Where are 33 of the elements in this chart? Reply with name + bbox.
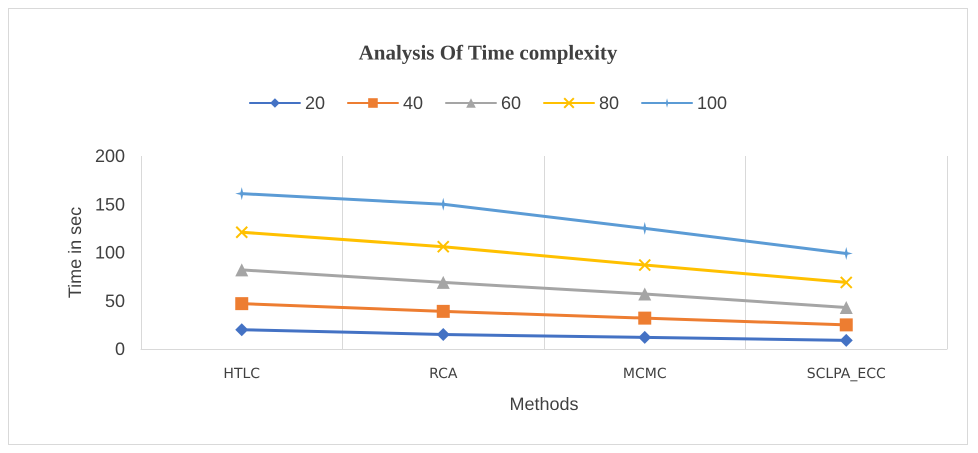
point [235, 226, 248, 239]
point [638, 312, 652, 325]
x-tick-label: MCMC [622, 366, 667, 382]
point [840, 301, 853, 314]
point [638, 330, 652, 344]
x-tick-label: SCLPA_ECC [806, 366, 886, 382]
legend-label: 40 [402, 93, 423, 113]
point [840, 334, 853, 347]
point [436, 240, 450, 254]
point [436, 304, 450, 318]
point [235, 297, 248, 310]
point [840, 318, 853, 332]
y-axis-title: Time in sec [65, 206, 86, 298]
point [840, 276, 853, 289]
point [638, 258, 652, 272]
point [436, 276, 450, 289]
x-tick-label: RCA [429, 366, 458, 382]
point [436, 328, 450, 342]
y-tick-label: 150 [94, 194, 125, 214]
x-axis-title: Methods [509, 394, 579, 414]
point [638, 287, 652, 300]
legend-label: 100 [697, 93, 728, 113]
point [235, 263, 248, 276]
legend-label: 20 [304, 93, 325, 113]
chart-title: Analysis Of Time complexity [358, 40, 618, 64]
y-tick-label: 200 [94, 146, 125, 166]
x-tick-label: HTLC [223, 366, 260, 382]
y-tick-label: 50 [104, 290, 125, 311]
legend-label: 80 [599, 93, 620, 113]
legend-label: 60 [500, 93, 522, 113]
y-tick-label: 0 [114, 339, 125, 359]
point [235, 323, 248, 336]
y-tick-label: 100 [94, 242, 125, 262]
